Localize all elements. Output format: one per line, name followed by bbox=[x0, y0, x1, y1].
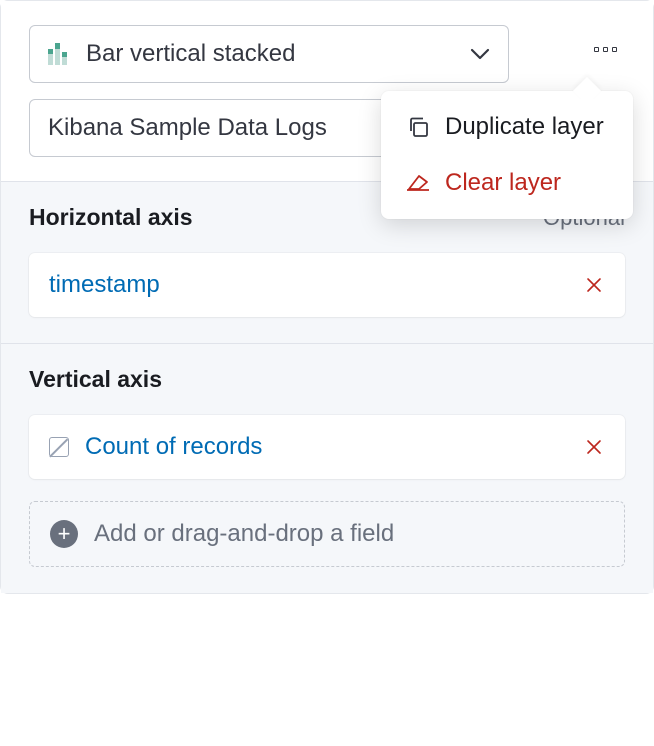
layer-config-panel: Bar vertical stacked Kibana Sample Data … bbox=[0, 0, 654, 594]
bar-vertical-stacked-icon bbox=[48, 43, 72, 65]
chart-type-left: Bar vertical stacked bbox=[48, 40, 295, 68]
vertical-axis-title: Vertical axis bbox=[29, 366, 162, 393]
copy-icon bbox=[405, 114, 431, 140]
vertical-axis-section: Vertical axis Count of records + Add or … bbox=[1, 343, 653, 593]
add-vertical-field-drop[interactable]: + Add or drag-and-drop a field bbox=[29, 501, 625, 567]
data-source-label: Kibana Sample Data Logs bbox=[48, 114, 327, 141]
vertical-axis-field-label: Count of records bbox=[85, 433, 262, 461]
layer-top-section: Bar vertical stacked Kibana Sample Data … bbox=[1, 1, 653, 181]
chart-type-label: Bar vertical stacked bbox=[86, 40, 295, 68]
chart-type-select[interactable]: Bar vertical stacked bbox=[29, 25, 509, 83]
eraser-icon bbox=[405, 170, 431, 196]
remove-horizontal-field-button[interactable] bbox=[583, 274, 605, 296]
layer-more-button[interactable] bbox=[586, 39, 625, 60]
duplicate-layer-label: Duplicate layer bbox=[445, 113, 604, 141]
empty-field-type-icon bbox=[49, 437, 69, 457]
horizontal-axis-title: Horizontal axis bbox=[29, 204, 193, 231]
horizontal-axis-field-label: timestamp bbox=[49, 271, 160, 299]
clear-layer-item[interactable]: Clear layer bbox=[381, 155, 633, 211]
vertical-axis-field[interactable]: Count of records bbox=[29, 415, 625, 479]
layer-actions-popover: Duplicate layer Clear layer bbox=[381, 91, 633, 219]
add-field-placeholder: Add or drag-and-drop a field bbox=[94, 520, 394, 548]
duplicate-layer-item[interactable]: Duplicate layer bbox=[381, 99, 633, 155]
chevron-down-icon bbox=[470, 48, 490, 60]
plus-circle-icon: + bbox=[50, 520, 78, 548]
vertical-axis-header: Vertical axis bbox=[29, 366, 625, 393]
horizontal-axis-field[interactable]: timestamp bbox=[29, 253, 625, 317]
clear-layer-label: Clear layer bbox=[445, 169, 561, 197]
remove-vertical-field-button[interactable] bbox=[583, 436, 605, 458]
